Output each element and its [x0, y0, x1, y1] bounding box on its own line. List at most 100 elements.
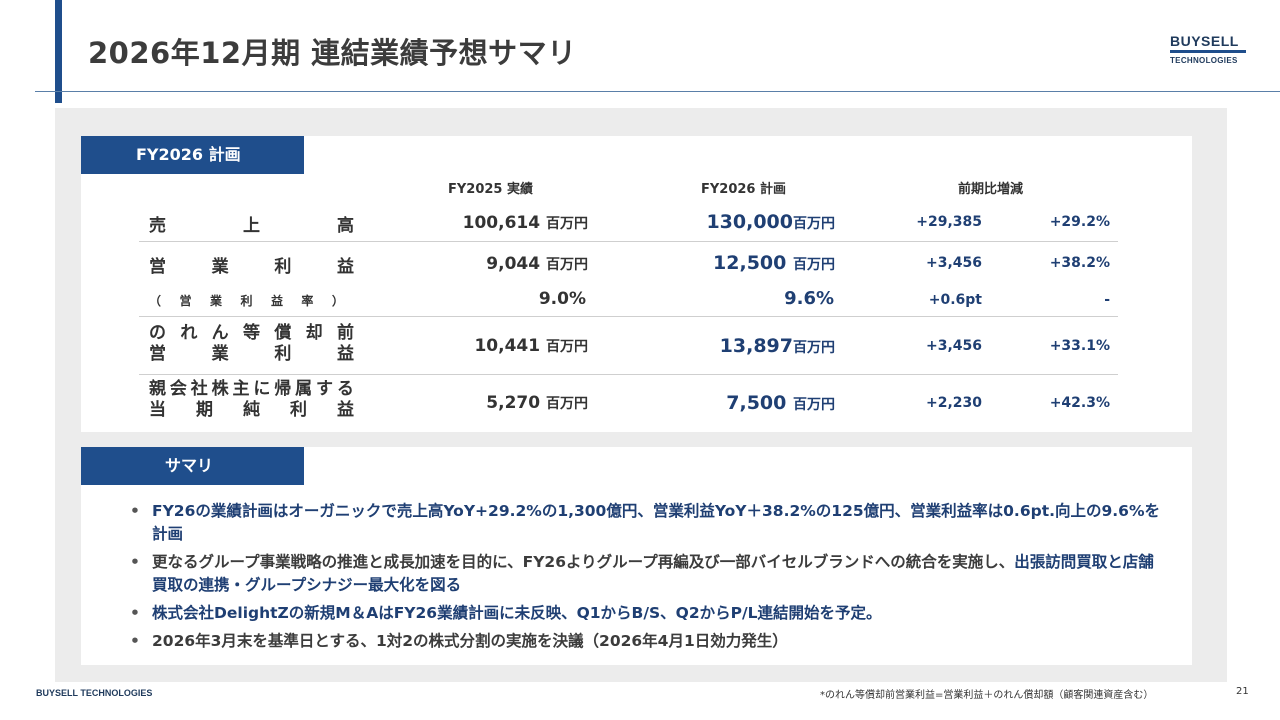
- label-char: 会: [169, 379, 187, 399]
- label-char: 利: [274, 344, 292, 364]
- value: 7,500: [726, 392, 787, 414]
- label-char: 前: [336, 323, 354, 343]
- label-char: 益: [336, 344, 354, 364]
- logo-subtext: TECHNOLOGIES: [1170, 56, 1238, 65]
- table-row: （ 営 業 利 益 率 ） 9.0% 9.6% +0.6pt -: [139, 284, 1118, 317]
- value: 13,897: [719, 335, 793, 357]
- change-value: +3,456: [925, 255, 982, 271]
- label-char: 純: [243, 400, 260, 420]
- buysell-logo: BUYSELL TECHNOLOGIES: [1170, 34, 1246, 65]
- logo-wordmark: BUYSELL: [1170, 33, 1239, 49]
- label-char: 売: [149, 216, 166, 236]
- label-char: 却: [305, 323, 323, 343]
- label-char: 主: [232, 379, 250, 399]
- fy2026-value: 13,897百万円: [720, 335, 835, 357]
- change-value: +0.6pt: [928, 292, 982, 308]
- label-char: 益: [336, 257, 354, 277]
- fy2025-value: 9,044 百万円: [486, 254, 588, 274]
- col-head-change: 前期比増減: [958, 182, 1024, 197]
- title-accent-bar: [55, 0, 62, 103]
- footer-company: BUYSELL TECHNOLOGIES: [36, 688, 153, 698]
- value: 9,044: [486, 254, 541, 274]
- row-label: 親 会 社 株 主 に 帰 属 す る 当 期 純 利 益: [149, 379, 354, 421]
- fy2025-value: 9.0%: [538, 289, 586, 309]
- label-char: 利: [240, 294, 253, 308]
- label-char: 株: [211, 379, 229, 399]
- summary-list: FY26の業績計画はオーガニックで売上高YoY+29.2%の1,300億円、営業…: [128, 500, 1168, 658]
- unit: 百万円: [546, 396, 588, 412]
- unit: 百万円: [546, 339, 588, 355]
- label-line: 当 期 純 利 益: [149, 400, 354, 421]
- label-char: れ: [180, 323, 198, 343]
- label-char: 益: [337, 400, 354, 420]
- list-item: 2026年3月末を基準日とする、1対2の株式分割の実施を決議（2026年4月1日…: [128, 630, 1168, 653]
- label-char: る: [336, 379, 354, 399]
- label-char: 業: [209, 294, 222, 308]
- logo-rule: [1170, 50, 1246, 53]
- change-percent: +29.2%: [1049, 214, 1110, 230]
- label-char: 率: [301, 294, 314, 308]
- label-char: 属: [295, 379, 313, 399]
- change-value: +2,230: [925, 395, 982, 411]
- label-char: に: [253, 379, 271, 399]
- label-char: 等: [242, 323, 260, 343]
- table-row: 売 上 高 100,614 百万円 130,000百万円 +29,385 +29…: [139, 204, 1118, 242]
- value: 12,500: [713, 252, 787, 274]
- value: 100,614: [462, 213, 541, 233]
- table-row: 営 業 利 益 9,044 百万円 12,500 百万円 +3,456 +38.…: [139, 244, 1118, 284]
- unit: 百万円: [546, 216, 588, 232]
- table-row: 親 会 社 株 主 に 帰 属 す る 当 期 純 利 益 5,270 百万円 …: [139, 376, 1118, 432]
- label-char: 親: [149, 379, 166, 399]
- page-number: 21: [1236, 686, 1249, 697]
- label-line: 営 業 利 益: [149, 344, 354, 365]
- list-item: 株式会社DelightZの新規M＆AはFY26業績計画に未反映、Q1からB/S、…: [128, 602, 1168, 625]
- label-char: 利: [274, 257, 292, 277]
- row-label: 売 上 高: [149, 211, 354, 236]
- plan-card: FY2026 計画 FY2025 実績 FY2026 計画 前期比増減 売 上 …: [81, 136, 1192, 432]
- label-char: 営: [179, 294, 192, 308]
- unit: 百万円: [546, 257, 588, 273]
- page-title: 2026年12月期 連結業績予想サマリ: [88, 36, 577, 70]
- fy2026-value: 7,500 百万円: [726, 392, 835, 414]
- label-char: 業: [211, 257, 229, 277]
- label-char: ん: [211, 323, 229, 343]
- label-char: す: [316, 379, 333, 399]
- value: 5,270: [486, 393, 541, 413]
- fy2025-value: 5,270 百万円: [486, 393, 588, 413]
- change-value: +29,385: [916, 214, 982, 230]
- value: 130,000: [706, 211, 793, 233]
- unit: 百万円: [793, 340, 835, 356]
- change-percent: +42.3%: [1049, 395, 1110, 411]
- label-char: ）: [331, 294, 344, 308]
- unit: 百万円: [793, 257, 835, 273]
- unit: 百万円: [793, 216, 835, 232]
- fy2025-value: 10,441 百万円: [474, 336, 588, 356]
- plan-tab: FY2026 計画: [81, 136, 304, 174]
- fy2025-value: 100,614 百万円: [463, 213, 588, 233]
- change-percent: -: [1104, 292, 1110, 308]
- fy2026-value: 130,000百万円: [706, 211, 835, 233]
- value: 10,441: [474, 336, 541, 356]
- change-percent: +38.2%: [1049, 255, 1110, 271]
- label-char: 益: [270, 294, 283, 308]
- row-label: （ 営 業 利 益 率 ）: [149, 292, 344, 309]
- list-item: 更なるグループ事業戦略の推進と成長加速を目的に、FY26よりグループ再編及び一部…: [128, 551, 1168, 597]
- footer-note: *のれん等償却前営業利益=営業利益＋のれん償却額（顧客関連資産含む）: [820, 690, 1154, 701]
- table-row: の れ ん 等 償 却 前 営 業 利 益 10,441 百万円 13,897百…: [139, 318, 1118, 375]
- label-char: 利: [290, 400, 307, 420]
- label-line: の れ ん 等 償 却 前: [149, 323, 354, 344]
- row-label: の れ ん 等 償 却 前 営 業 利 益: [149, 323, 354, 365]
- label-char: 業: [211, 344, 229, 364]
- label-char: 高: [337, 216, 354, 236]
- bullet-text: 更なるグループ事業戦略の推進と成長加速を目的に、FY26よりグループ再編及び一部…: [152, 553, 1015, 571]
- col-head-fy2025: FY2025 実績: [448, 182, 534, 197]
- label-char: （: [149, 294, 162, 308]
- change-percent: +33.1%: [1049, 338, 1110, 354]
- bullet-text-highlight: 出張訪問買取と店舗買取の連携・グループシナジー最大化を図る: [152, 553, 1154, 594]
- summary-tab: サマリ: [81, 447, 304, 485]
- label-char: 営: [149, 257, 166, 277]
- col-head-fy2026: FY2026 計画: [701, 182, 787, 197]
- change-value: +3,456: [925, 338, 982, 354]
- label-char: 社: [190, 379, 208, 399]
- fy2026-value: 9.6%: [784, 288, 834, 309]
